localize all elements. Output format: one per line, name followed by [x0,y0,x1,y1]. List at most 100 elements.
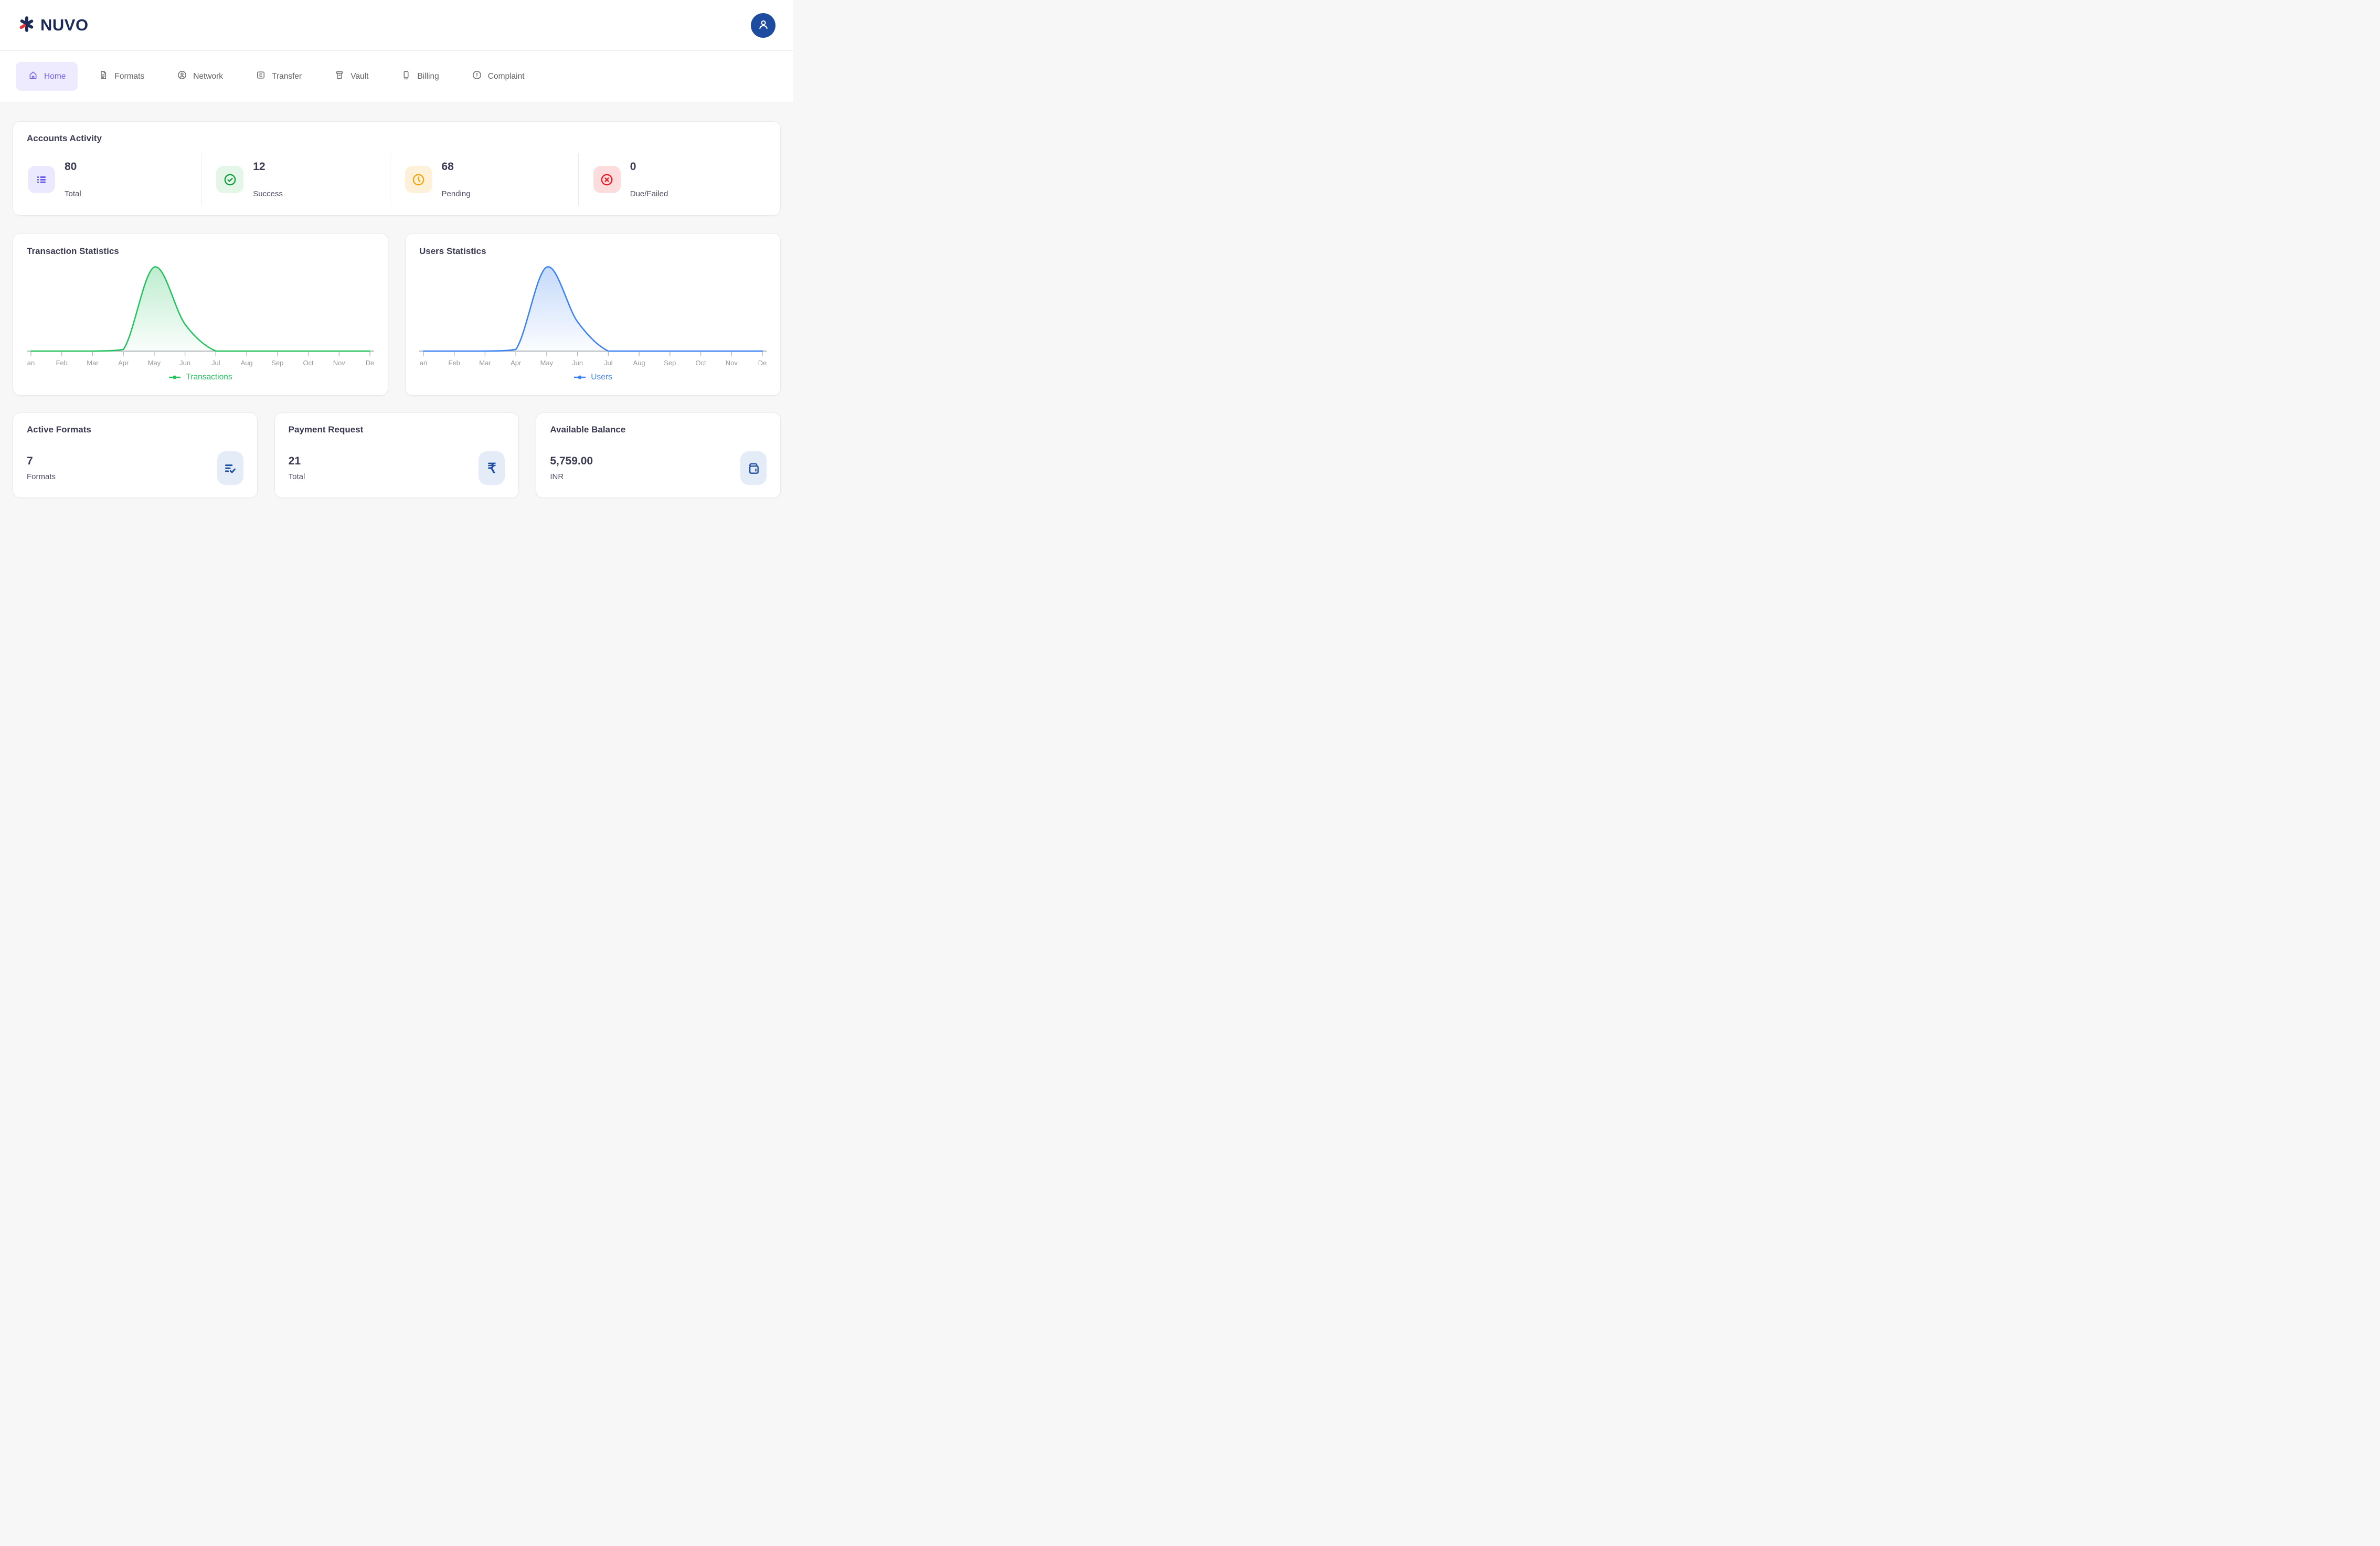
card-label: Formats [27,472,56,481]
accounts-activity-title: Accounts Activity [27,133,102,143]
chart-legend[interactable]: Users [419,373,767,382]
tab-label: Billing [417,71,439,81]
svg-text:Sep: Sep [664,359,676,367]
tab-label: Network [193,71,224,81]
chart-title: Transaction Statistics [27,246,119,256]
svg-text:an: an [27,359,35,367]
svg-text:De: De [758,359,767,367]
tab-label: Complaint [487,71,525,81]
alert-circle-icon [472,70,482,83]
summary-row: Active Formats 7 Formats [13,412,781,498]
svg-text:May: May [540,359,554,367]
svg-text:Apr: Apr [118,359,129,367]
stat-label: Pending [441,189,471,198]
tab-formats[interactable]: Formats [86,62,156,91]
svg-text:Feb: Feb [449,359,460,367]
svg-text:Nov: Nov [333,359,346,367]
card-transfer-icon [256,70,266,83]
vault-icon [334,70,345,83]
payment-request-card: Payment Request 21 Total ₹ [274,412,519,498]
svg-text:De: De [366,359,375,367]
svg-text:Aug: Aug [633,359,645,367]
check-circle-icon [216,166,244,193]
accounts-activity-card: Accounts Activity 80 Total [13,121,781,216]
stat-label: Due/Failed [630,189,668,198]
stat-total: 80 Total [27,153,201,206]
tab-label: Transfer [272,71,302,81]
stat-label: Success [253,189,283,198]
billing-icon [401,70,411,83]
user-icon [757,18,770,33]
users-area-chart: an Feb Mar Apr May Jun Jul Aug Sep Oct Nov De [419,266,767,367]
tab-label: Home [44,71,66,81]
svg-text:Feb: Feb [56,359,68,367]
card-title: Active Formats [27,425,91,435]
svg-text:Nov: Nov [726,359,738,367]
asterisk-logo-icon [18,15,36,36]
app-header: NUVO [0,0,793,51]
svg-text:an: an [420,359,427,367]
legend-label: Users [591,373,612,382]
chart-title: Users Statistics [419,246,486,256]
stat-value: 12 [253,161,265,173]
svg-text:Oct: Oct [303,359,314,367]
card-value: 21 [288,455,301,467]
svg-text:Oct: Oct [695,359,706,367]
user-circle-icon [177,70,187,83]
tab-network[interactable]: Network [165,62,235,91]
clock-icon [405,166,432,193]
available-balance-card: Available Balance 5,759.00 INR [536,412,781,498]
line-marker-icon [168,375,181,380]
accounts-stats-row: 80 Total 12 Success [27,153,767,206]
list-check-icon [217,451,243,485]
svg-text:Apr: Apr [511,359,522,367]
transactions-area-chart: an Feb Mar Apr May Jun Jul Aug Sep Oct Nov De [27,266,375,367]
users-statistics-card: Users Statistics an Feb Mar Apr May Jun Jul Aug… [405,233,781,396]
tab-home[interactable]: Home [16,62,78,91]
stat-value: 68 [441,161,454,173]
card-value: 7 [27,455,33,467]
main-nav: Home Formats Network Transfer [0,51,793,102]
tab-transfer[interactable]: Transfer [243,62,314,91]
stat-success: 12 Success [201,153,389,206]
svg-text:Mar: Mar [479,359,491,367]
svg-text:Jul: Jul [211,359,220,367]
home-icon [28,70,38,83]
card-value: 5,759.00 [550,455,593,467]
stat-pending: 68 Pending [389,153,578,206]
svg-text:Jun: Jun [179,359,190,367]
active-formats-card: Active Formats 7 Formats [13,412,258,498]
svg-text:Mar: Mar [87,359,99,367]
charts-row: Transaction Statistics an Feb Mar Apr May Jun… [13,233,781,396]
tab-billing[interactable]: Billing [389,62,451,91]
stat-value: 80 [65,161,77,173]
tab-complaint[interactable]: Complaint [460,62,537,91]
logo-wordmark: NUVO [40,16,89,34]
chart-legend[interactable]: Transactions [27,373,374,382]
svg-text:Sep: Sep [271,359,283,367]
list-icon [28,166,55,193]
tab-label: Formats [114,71,145,81]
rupee-icon: ₹ [479,451,505,485]
legend-label: Transactions [186,373,232,382]
card-title: Available Balance [550,425,626,435]
card-title: Payment Request [288,425,364,435]
card-label: INR [550,472,564,481]
svg-text:Jun: Jun [572,359,583,367]
nuvo-logo: NUVO [18,15,89,36]
stat-due-failed: 0 Due/Failed [578,153,767,206]
dashboard-content: Accounts Activity 80 Total [0,102,793,498]
user-avatar-button[interactable] [751,13,775,38]
stat-value: 0 [630,161,636,173]
svg-text:May: May [148,359,161,367]
svg-text:Jul: Jul [604,359,613,367]
wallet-icon [740,451,767,485]
transaction-statistics-card: Transaction Statistics an Feb Mar Apr May Jun… [13,233,388,396]
x-circle-icon [593,166,621,193]
line-marker-icon [573,375,586,380]
document-icon [98,70,109,83]
svg-text:Aug: Aug [241,359,253,367]
tab-vault[interactable]: Vault [322,62,380,91]
tab-label: Vault [350,71,369,81]
card-label: Total [288,472,305,481]
